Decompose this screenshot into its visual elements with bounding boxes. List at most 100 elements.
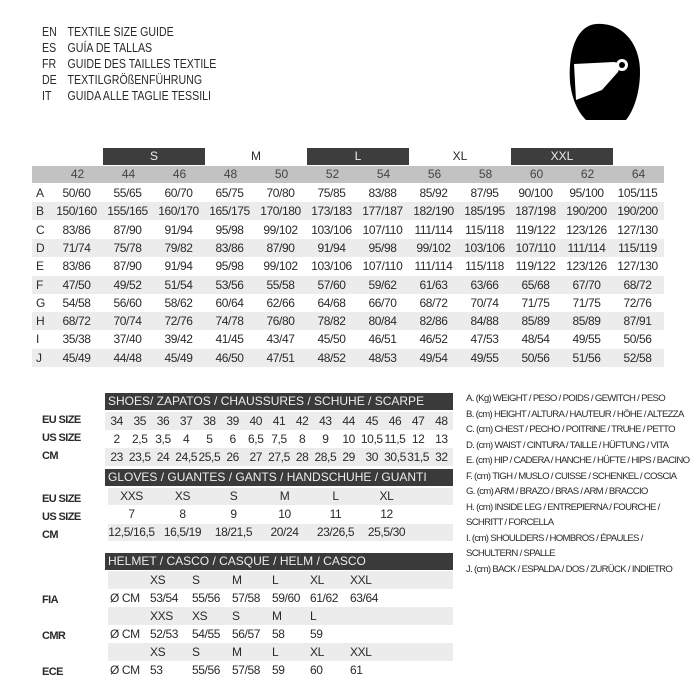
table-cell: 72/76 <box>623 295 652 310</box>
table-cell: 31,5 <box>407 450 430 464</box>
table-cell: 55/58 <box>266 277 295 292</box>
table-cell: 47/53 <box>470 332 499 347</box>
table-cell: 160/170 <box>158 204 199 219</box>
table-cell: 7,5 <box>271 432 287 446</box>
table-cell: 56/60 <box>113 295 142 310</box>
table-cell: 60 <box>310 663 323 677</box>
column-header: 42 <box>70 167 85 181</box>
size-label: XXS <box>150 609 173 623</box>
table-cell: 107/110 <box>362 259 403 274</box>
shoes-header: SHOES/ ZAPATOS / CHAUSSURES / SCHUHE / S… <box>105 393 453 410</box>
row-key: A <box>36 186 45 200</box>
table-cell: 95/98 <box>368 240 397 255</box>
table-cell: 82/86 <box>419 314 448 329</box>
table-cell: 115/118 <box>465 259 504 274</box>
table-cell: 44/48 <box>113 350 142 365</box>
header-row-bg <box>32 166 664 183</box>
table-cell: 9 <box>230 507 237 521</box>
column-header: 48 <box>223 167 238 181</box>
size-band: XL <box>452 149 468 163</box>
column-header: 52 <box>325 167 340 181</box>
table-cell: 39/42 <box>164 332 193 347</box>
table-cell: 49/54 <box>419 350 448 365</box>
table-cell: 87/90 <box>266 240 295 255</box>
row-shade <box>32 312 664 331</box>
table-cell: 23/26,5 <box>316 525 355 539</box>
row-key: B <box>36 204 45 219</box>
table-cell: 6,5 <box>248 432 264 446</box>
size-band: XXL <box>511 148 613 165</box>
table-cell: 54/55 <box>192 627 221 641</box>
table-cell: 79/82 <box>164 240 193 255</box>
table-cell: 53/56 <box>215 277 244 292</box>
row-key: G <box>36 295 46 310</box>
table-cell: 72/76 <box>164 314 193 329</box>
table-cell: 11,5 <box>384 432 406 446</box>
legend-item: C. (cm) CHEST / PECHO / POITRINE / TRUHE… <box>466 424 676 435</box>
table-cell: 91/94 <box>317 240 346 255</box>
title-text: GUIDA ALLE TAGLIE TESSILI <box>67 89 212 103</box>
table-cell: 46/50 <box>215 350 244 365</box>
table-cell: 13 <box>435 432 448 446</box>
table-cell: 20/24 <box>270 525 299 539</box>
size-band: L <box>307 148 409 165</box>
table-cell: 44 <box>342 414 355 428</box>
table-cell: 95/100 <box>569 186 604 200</box>
table-cell: 56/57 <box>232 627 261 641</box>
table-cell: 47 <box>411 414 425 428</box>
legend-item: A. (Kg) WEIGHT / PESO / POIDS / GEWITCH … <box>466 393 666 404</box>
table-cell: 78/82 <box>317 314 346 329</box>
size-label: S <box>232 609 240 623</box>
table-cell: 63/64 <box>350 591 379 605</box>
table-cell: 58/62 <box>164 295 193 310</box>
size-label: XS <box>192 609 208 623</box>
table-cell: 50/56 <box>521 350 550 365</box>
row-shade <box>108 607 453 625</box>
title-text: TEXTILGRÖßENFÜHRUNG <box>67 73 203 87</box>
table-cell: 52/58 <box>623 350 652 365</box>
table-cell: 45/49 <box>62 350 91 365</box>
table-cell: 68/72 <box>419 295 448 310</box>
table-cell: 10,5 <box>360 432 383 446</box>
column-header: 60 <box>529 167 544 181</box>
table-cell: 36 <box>156 414 170 428</box>
table-cell: 71/74 <box>62 240 91 255</box>
row-shade <box>32 238 664 257</box>
table-cell: 49/52 <box>113 277 142 292</box>
table-cell: 177/187 <box>362 204 403 219</box>
table-cell: 95/98 <box>215 259 244 274</box>
table-cell: 83/88 <box>368 186 397 200</box>
table-cell: 5 <box>206 432 213 446</box>
row-key: C <box>36 222 45 237</box>
column-header: 64 <box>631 167 646 181</box>
row-label: US SIZE <box>42 511 81 523</box>
table-cell: 65/68 <box>521 277 550 292</box>
table-cell: 127/130 <box>617 259 658 274</box>
legend-item: SCHRITT / FORCELLA <box>466 517 554 528</box>
table-cell: XS <box>174 489 191 503</box>
table-cell: 59 <box>310 627 323 641</box>
table-cell: 47/51 <box>266 350 295 365</box>
table-cell: 26 <box>226 450 239 464</box>
table-cell: 8 <box>179 507 186 521</box>
table-cell: 51/56 <box>572 350 601 365</box>
table-cell: 71/75 <box>521 295 550 310</box>
helmet-header: HELMET / CASCO / CASQUE / HELM / CASCO <box>105 553 453 570</box>
table-cell: 45/49 <box>164 350 193 365</box>
legend-item: E. (cm) HIP / CADERA / HANCHE / HÜFTE / … <box>466 455 690 466</box>
table-cell: 87/90 <box>113 222 142 237</box>
legend-item: J. (cm) BACK / ESPALDA / DOS / ZURÜCK / … <box>466 563 673 575</box>
table-cell: 48/52 <box>317 350 346 365</box>
table-cell: 24 <box>156 450 170 464</box>
table-cell: 111/114 <box>567 240 606 255</box>
table-cell: 87/90 <box>113 259 142 274</box>
row-label: FIA <box>42 594 59 606</box>
row-label: EU SIZE <box>42 493 81 505</box>
table-cell: 80/84 <box>368 314 397 329</box>
table-cell: 46/51 <box>368 332 397 347</box>
row-shade <box>32 275 664 294</box>
row-label: ECE <box>42 666 63 678</box>
table-cell: 90/100 <box>518 186 553 200</box>
table-cell: S <box>229 489 238 503</box>
table-cell: 9 <box>322 432 329 446</box>
